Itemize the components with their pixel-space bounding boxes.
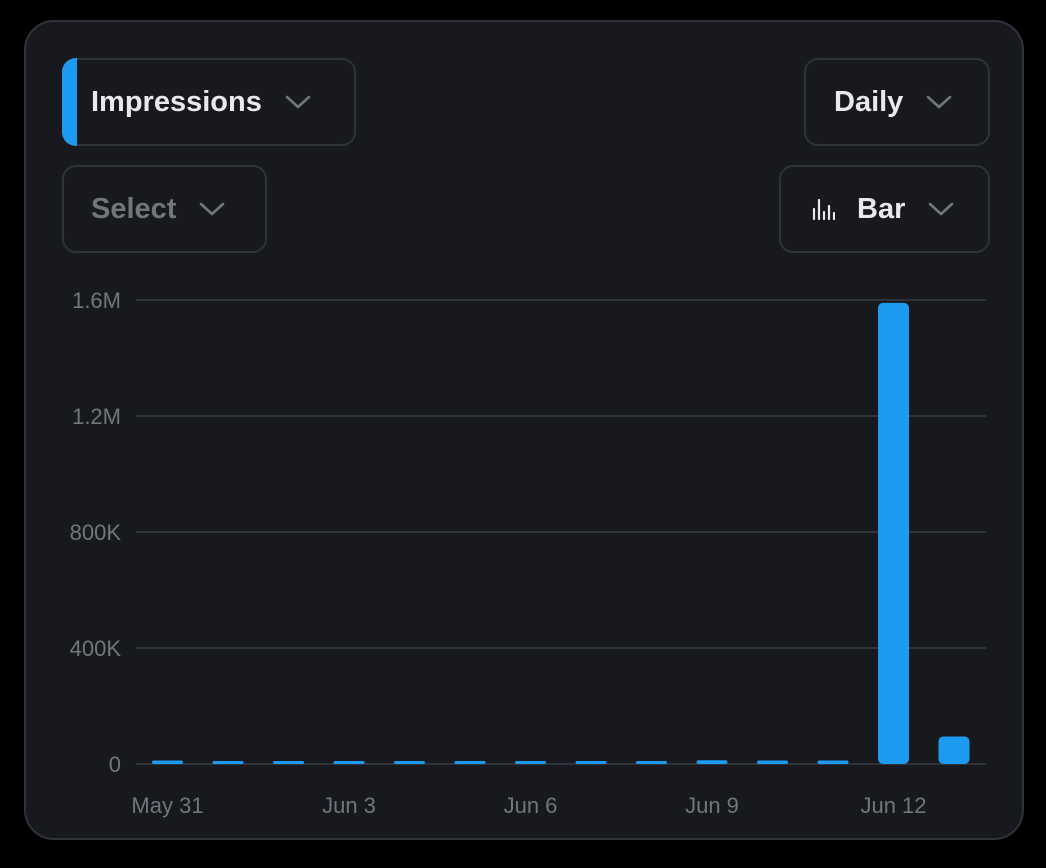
x-tick-label: May 31	[131, 793, 203, 818]
period-dropdown[interactable]: Daily	[804, 58, 990, 146]
bar[interactable]	[212, 761, 244, 764]
bar[interactable]	[757, 760, 788, 764]
bar[interactable]	[878, 302, 909, 764]
bar[interactable]	[273, 761, 304, 764]
chevron-down-icon	[929, 202, 954, 216]
x-tick-label: Jun 9	[685, 793, 739, 818]
chart-gridlines	[136, 299, 986, 765]
chevron-down-icon	[285, 95, 311, 109]
y-tick-label: 1.6M	[72, 288, 121, 313]
bar[interactable]	[636, 761, 667, 764]
y-tick-label: 1.2M	[72, 404, 121, 429]
x-tick-label: Jun 6	[504, 793, 558, 818]
chart-tick-labels: 0 400K 800K 1.2M 1.6M May 31 Jun 3 Jun 6 Jun 9 Ju…	[70, 288, 927, 818]
period-dropdown-label: Daily	[834, 85, 904, 118]
chart-bars	[152, 302, 970, 764]
y-tick-label: 400K	[70, 636, 122, 661]
chart-type-dropdown-label: Bar	[857, 192, 906, 225]
bar[interactable]	[454, 761, 486, 764]
chevron-down-icon	[200, 202, 225, 216]
bar[interactable]	[575, 761, 607, 764]
bar[interactable]	[394, 761, 425, 764]
compare-dropdown-placeholder: Select	[91, 192, 177, 225]
bar-chart-icon	[812, 198, 835, 221]
bar[interactable]	[938, 736, 970, 764]
y-tick-label: 0	[109, 752, 121, 777]
chart-type-dropdown[interactable]: Bar	[779, 165, 990, 253]
metric-dropdown[interactable]: Impressions	[62, 58, 356, 146]
impressions-bar-chart: 0 400K 800K 1.2M 1.6M May 31 Jun 3 Jun 6 Jun 9 Ju…	[70, 288, 986, 818]
x-tick-label: Jun 3	[322, 793, 376, 818]
analytics-card: 0 400K 800K 1.2M 1.6M May 31 Jun 3 Jun 6 Jun 9 Ju…	[24, 20, 1024, 840]
metric-dropdown-label: Impressions	[91, 85, 262, 118]
x-tick-label: Jun 12	[860, 793, 926, 818]
bar[interactable]	[152, 760, 183, 764]
bar[interactable]	[333, 761, 365, 764]
bar[interactable]	[515, 761, 546, 764]
y-tick-label: 800K	[70, 520, 122, 545]
bar[interactable]	[696, 760, 728, 764]
metric-color-indicator	[62, 58, 77, 146]
compare-metric-dropdown[interactable]: Select	[62, 165, 267, 253]
chevron-down-icon	[927, 95, 952, 109]
bar[interactable]	[817, 760, 849, 764]
